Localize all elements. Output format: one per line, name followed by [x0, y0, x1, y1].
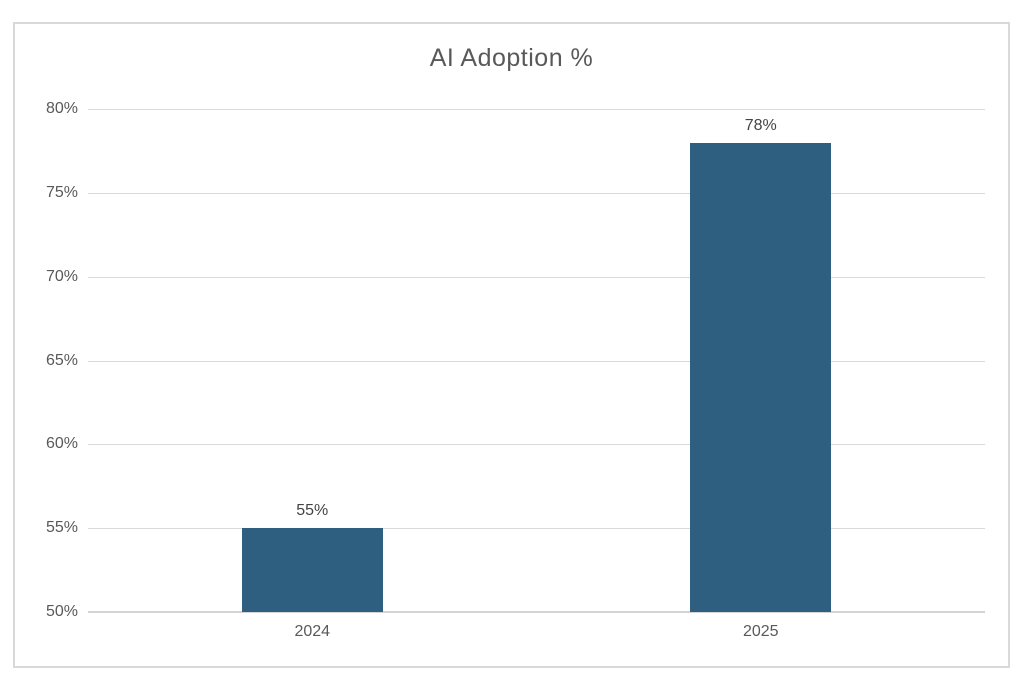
chart-frame	[13, 22, 1010, 668]
y-tick-label: 70%	[45, 267, 78, 285]
bar-2025	[690, 142, 832, 612]
gridline	[88, 444, 985, 446]
y-tick-label: 80%	[45, 100, 78, 117]
x-axis-line	[88, 611, 985, 613]
gridline	[88, 528, 985, 530]
y-tick-label: 55%	[45, 519, 78, 537]
plot-area: 50% 55% 60% 65% 70% 75% 80% 55% 2024 78% 2025	[46, 100, 985, 640]
gridline	[88, 192, 985, 194]
gridline	[88, 276, 985, 278]
x-tick-label: 2025	[742, 623, 779, 640]
gridline	[88, 360, 985, 362]
gridline	[88, 109, 985, 110]
bar-value-label: 78%	[744, 116, 777, 134]
bar-value-label: 55%	[296, 502, 329, 520]
bar-2024	[241, 528, 383, 612]
y-tick-label: 65%	[45, 351, 78, 369]
y-tick-label: 60%	[45, 435, 78, 453]
x-tick-label: 2024	[294, 623, 331, 640]
y-tick-label: 75%	[45, 183, 78, 201]
y-tick-label: 50%	[45, 603, 78, 620]
chart-title: AI Adoption %	[429, 44, 594, 72]
